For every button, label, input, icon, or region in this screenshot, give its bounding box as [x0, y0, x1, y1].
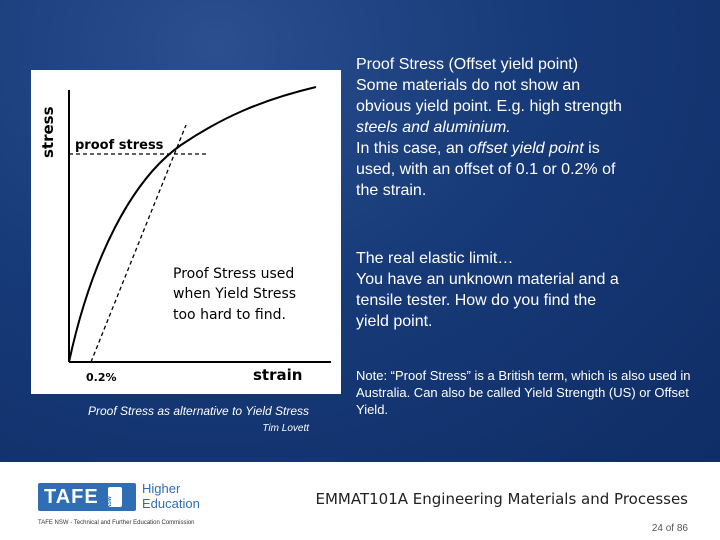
tafe-logo-box: TAFE NSW: [38, 483, 136, 511]
stress-strain-figure: stress proof stress 0.2% strain Proof St…: [31, 70, 341, 394]
higher-education-label: Higher Education: [142, 481, 200, 511]
commission-text: TAFE NSW - Technical and Further Educati…: [38, 520, 195, 526]
page-number: 24 of 86: [651, 523, 688, 534]
paragraph2-line-2: You have an unknown material and a: [356, 271, 619, 288]
paragraph2-line-3: tensile tester. How do you find the: [356, 292, 597, 309]
paragraph1-line-5: used, with an offset of 0.1 or 0.2% of: [356, 161, 616, 178]
offset-label: 0.2%: [86, 371, 117, 384]
nsw-badge: NSW: [107, 487, 122, 508]
tafe-logo: TAFE NSW Higher Education: [38, 481, 200, 513]
figure-credit: Tim Lovett: [262, 423, 309, 434]
tafe-logo-text: TAFE: [44, 486, 99, 508]
paragraph2-line-1: The real elastic limit…: [356, 250, 514, 267]
paragraph2-line-4: yield point.: [356, 313, 433, 330]
paragraph1-line-3: steels and aluminium.: [356, 119, 511, 136]
x-axis-label: strain: [253, 366, 302, 384]
paragraph1-title: Proof Stress (Offset yield point): [356, 56, 579, 73]
paragraph1-line-4a: In this case, an: [356, 140, 469, 157]
annotation-line-1: Proof Stress used: [173, 266, 294, 282]
paragraph1-line-2: obvious yield point. E.g. high strength: [356, 98, 622, 115]
course-title: EMMAT101A Engineering Materials and Proc…: [315, 490, 688, 508]
y-axis-label: stress: [39, 106, 57, 158]
paragraph1-line-4c: is: [583, 140, 600, 157]
education-label: Education: [142, 496, 200, 511]
paragraph1-line-4: In this case, an offset yield point is: [356, 138, 706, 159]
offset-yield-point-term: offset yield point: [468, 140, 584, 157]
nsw-badge-text: NSW: [107, 496, 113, 508]
paragraph-elastic-limit: The real elastic limit… You have an unkn…: [356, 248, 706, 332]
note-text: Note: “Proof Stress” is a British term, …: [356, 368, 691, 417]
stress-strain-diagram: stress proof stress 0.2% strain Proof St…: [39, 86, 331, 384]
higher-label: Higher: [142, 481, 181, 496]
offset-line: [90, 124, 187, 363]
proof-stress-label: proof stress: [75, 138, 164, 153]
paragraph1-line-6: the strain.: [356, 182, 427, 199]
annotation-line-3: too hard to find.: [173, 307, 286, 323]
annotation-line-2: when Yield Stress: [173, 286, 296, 302]
paragraph1-line-1: Some materials do not show an: [356, 77, 581, 94]
stress-strain-curve: [68, 86, 317, 363]
paragraph-proof-stress: Proof Stress (Offset yield point) Some m…: [356, 54, 706, 201]
figure-caption: Proof Stress as alternative to Yield Str…: [88, 404, 309, 418]
